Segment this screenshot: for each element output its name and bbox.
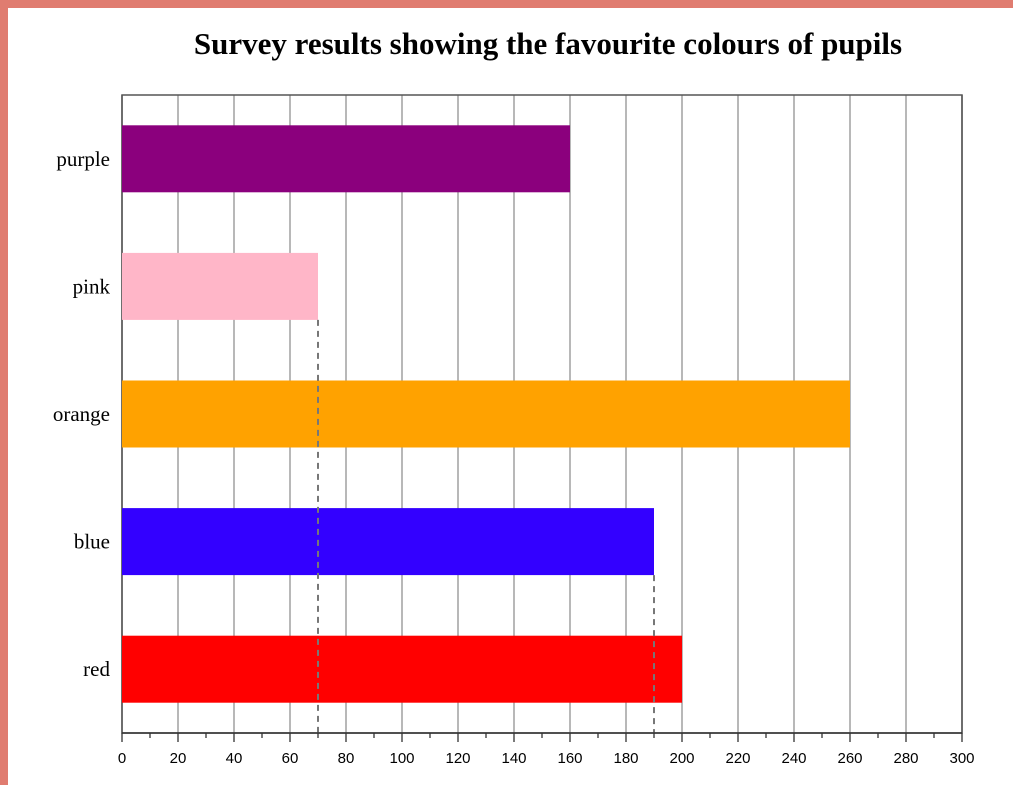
category-label: purple <box>56 147 110 171</box>
bar-blue <box>122 508 654 576</box>
x-tick-label: 100 <box>389 750 414 767</box>
bar-red <box>122 635 682 703</box>
category-label: pink <box>73 274 111 298</box>
x-tick-label: 160 <box>557 750 582 767</box>
x-tick-label: 240 <box>781 750 806 767</box>
x-tick-label: 300 <box>949 750 974 767</box>
category-label: red <box>83 657 110 681</box>
x-tick-label: 60 <box>282 750 299 767</box>
x-tick-label: 280 <box>893 750 918 767</box>
x-tick-label: 40 <box>226 750 243 767</box>
x-tick-label: 200 <box>669 750 694 767</box>
x-tick-label: 260 <box>837 750 862 767</box>
chart-canvas: Survey results showing the favourite col… <box>8 8 1013 785</box>
category-label: blue <box>74 530 110 554</box>
x-tick-label: 220 <box>725 750 750 767</box>
x-tick-label: 180 <box>613 750 638 767</box>
bar-chart: purple pink orange blue red 0 20 40 60 80 100 120 14… <box>53 94 975 767</box>
bar-purple <box>122 125 570 193</box>
bar-orange <box>122 380 850 448</box>
x-tick-label: 80 <box>338 750 355 767</box>
chart-title: Survey results showing the favourite col… <box>193 26 903 61</box>
x-tick-label: 20 <box>170 750 187 767</box>
x-tick-label: 120 <box>445 750 470 767</box>
x-tick-label: 140 <box>501 750 526 767</box>
x-tick-label: 0 <box>118 750 126 767</box>
bar-pink <box>122 252 318 320</box>
category-label: orange <box>53 402 110 426</box>
